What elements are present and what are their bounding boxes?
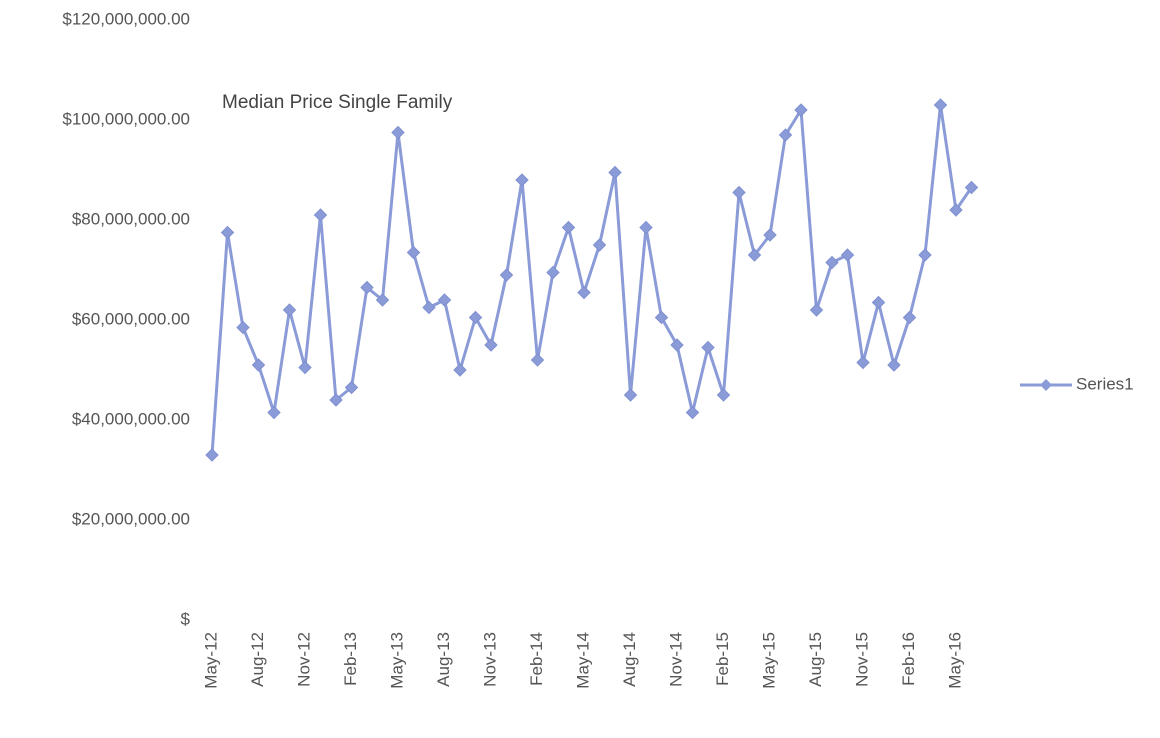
point-marker bbox=[825, 255, 839, 270]
point-marker bbox=[282, 303, 297, 317]
y-tick-label: $80,000,000.00 bbox=[72, 209, 190, 228]
point-marker bbox=[654, 310, 669, 325]
point-marker bbox=[515, 173, 529, 187]
point-marker bbox=[220, 225, 235, 240]
point-marker bbox=[577, 285, 591, 300]
point-marker bbox=[344, 380, 359, 395]
point-marker bbox=[360, 280, 374, 295]
point-marker bbox=[732, 185, 746, 200]
y-tick-label: $20,000,000.00 bbox=[72, 509, 190, 528]
x-tick-label: Aug-14 bbox=[620, 632, 639, 687]
point-marker bbox=[437, 293, 452, 307]
x-tick-label: Nov-15 bbox=[852, 632, 871, 687]
point-marker bbox=[484, 338, 498, 352]
point-marker bbox=[809, 303, 824, 317]
x-tick-label: May-15 bbox=[759, 632, 778, 689]
point-marker bbox=[887, 358, 901, 372]
point-marker bbox=[313, 208, 328, 222]
point-marker bbox=[592, 238, 607, 252]
point-marker bbox=[499, 268, 514, 282]
y-tick-label: $40,000,000.00 bbox=[72, 409, 190, 428]
series-line bbox=[210, 103, 973, 456]
x-tick-label: Feb-15 bbox=[713, 632, 732, 686]
y-tick-label: $100,000,000.00 bbox=[62, 109, 190, 128]
point-marker bbox=[406, 245, 421, 260]
x-tick-label: Aug-12 bbox=[248, 632, 267, 687]
point-marker bbox=[902, 310, 917, 325]
point-marker bbox=[778, 128, 793, 142]
point-marker bbox=[329, 393, 343, 407]
point-marker bbox=[747, 248, 762, 262]
legend-label: Series1 bbox=[1076, 374, 1134, 393]
point-marker bbox=[298, 360, 312, 375]
point-marker bbox=[391, 125, 405, 140]
y-tick-label: $120,000,000.00 bbox=[62, 9, 190, 28]
point-marker bbox=[794, 103, 808, 117]
point-marker bbox=[763, 228, 777, 242]
x-tick-label: Aug-15 bbox=[806, 632, 825, 687]
point-marker bbox=[236, 320, 250, 335]
legend-marker bbox=[1040, 379, 1052, 391]
point-marker bbox=[964, 180, 979, 195]
x-tick-label: Feb-13 bbox=[341, 632, 360, 686]
x-tick-label: Nov-14 bbox=[666, 632, 685, 687]
point-marker bbox=[468, 310, 483, 325]
point-marker bbox=[267, 405, 281, 420]
x-tick-label: May-16 bbox=[945, 632, 964, 689]
point-marker bbox=[546, 265, 560, 280]
chart-title: Median Price Single Family bbox=[222, 92, 453, 113]
point-marker bbox=[608, 165, 622, 180]
point-marker bbox=[375, 293, 390, 307]
point-marker bbox=[639, 220, 653, 235]
point-marker bbox=[453, 363, 467, 377]
y-tick-label: $ bbox=[181, 609, 191, 628]
x-tick-label: Nov-13 bbox=[480, 632, 499, 687]
point-marker bbox=[840, 248, 855, 262]
point-marker bbox=[701, 340, 715, 355]
point-marker bbox=[716, 388, 731, 402]
point-marker bbox=[856, 355, 870, 370]
x-tick-label: Aug-13 bbox=[434, 632, 453, 687]
point-marker bbox=[685, 405, 700, 420]
x-tick-label: May-12 bbox=[201, 632, 220, 689]
point-marker bbox=[933, 98, 948, 112]
point-marker bbox=[623, 388, 638, 402]
x-tick-label: Nov-12 bbox=[294, 632, 313, 687]
x-tick-label: May-14 bbox=[573, 632, 592, 689]
point-marker bbox=[205, 448, 219, 462]
point-marker bbox=[871, 295, 886, 310]
point-marker bbox=[530, 353, 545, 367]
x-tick-label: Feb-14 bbox=[527, 632, 546, 686]
point-marker bbox=[949, 203, 963, 217]
x-tick-label: Feb-16 bbox=[899, 632, 918, 686]
x-tick-label: May-13 bbox=[387, 632, 406, 689]
point-marker bbox=[251, 358, 266, 372]
point-marker bbox=[422, 300, 436, 315]
y-tick-label: $60,000,000.00 bbox=[72, 309, 190, 328]
point-marker bbox=[918, 248, 932, 262]
point-marker bbox=[670, 338, 684, 352]
point-marker bbox=[561, 220, 576, 235]
